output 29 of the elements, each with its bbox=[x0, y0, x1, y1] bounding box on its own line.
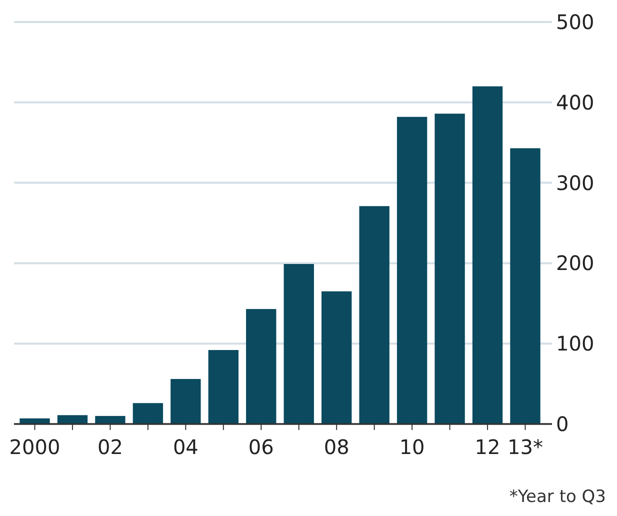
bar bbox=[472, 86, 503, 424]
bar bbox=[396, 116, 428, 424]
x-tick-label: 13* bbox=[508, 435, 543, 459]
x-tick-label: 04 bbox=[172, 435, 198, 459]
bar bbox=[95, 416, 126, 424]
x-tick-label: 10 bbox=[399, 435, 425, 459]
bar bbox=[57, 415, 88, 424]
bar bbox=[510, 148, 540, 424]
x-tick-label: 12 bbox=[474, 435, 500, 459]
bar bbox=[359, 206, 390, 424]
bar bbox=[322, 291, 352, 424]
bar bbox=[132, 403, 164, 424]
bar bbox=[246, 309, 276, 424]
bar bbox=[20, 418, 50, 424]
x-tick-label: 02 bbox=[97, 435, 123, 459]
y-tick-label: 500 bbox=[556, 10, 594, 34]
x-tick-label: 06 bbox=[248, 435, 274, 459]
y-tick-label: 400 bbox=[556, 90, 594, 114]
bar bbox=[284, 264, 314, 424]
bar bbox=[208, 350, 238, 424]
y-tick-label: 100 bbox=[556, 332, 594, 356]
bar bbox=[434, 114, 465, 424]
x-tick-label: 2000 bbox=[9, 435, 60, 459]
y-tick-label: 200 bbox=[556, 251, 594, 276]
bar bbox=[170, 378, 201, 424]
y-tick-label: 300 bbox=[556, 170, 594, 195]
y-tick-label: 0 bbox=[556, 412, 569, 436]
text: *Year to Q3 bbox=[509, 487, 606, 507]
x-tick-label: 08 bbox=[324, 435, 350, 459]
